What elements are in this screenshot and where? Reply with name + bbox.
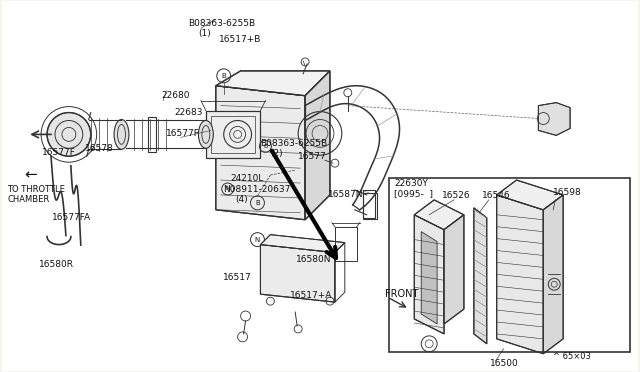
Text: 16598: 16598 xyxy=(553,189,582,198)
Text: 16578: 16578 xyxy=(84,144,113,153)
Bar xyxy=(206,110,260,158)
Polygon shape xyxy=(538,103,570,135)
Polygon shape xyxy=(444,215,464,324)
Bar xyxy=(363,193,376,219)
Text: 16587N: 16587N xyxy=(328,190,364,199)
Text: (2): (2) xyxy=(270,149,283,158)
Text: N: N xyxy=(255,237,260,243)
Ellipse shape xyxy=(198,121,213,148)
Polygon shape xyxy=(497,180,563,210)
Polygon shape xyxy=(260,235,345,253)
Polygon shape xyxy=(474,208,487,344)
Text: 16517: 16517 xyxy=(223,273,252,282)
Text: 22680: 22680 xyxy=(161,91,189,100)
Polygon shape xyxy=(414,200,464,230)
Text: 16577F: 16577F xyxy=(42,148,76,157)
Text: 24210L: 24210L xyxy=(230,174,264,183)
Text: [0995-  ]: [0995- ] xyxy=(394,189,433,198)
Bar xyxy=(390,178,630,352)
Text: ←: ← xyxy=(24,167,37,183)
Text: FRONT: FRONT xyxy=(385,289,418,299)
Text: B08363-6255B: B08363-6255B xyxy=(260,139,328,148)
Polygon shape xyxy=(543,195,563,354)
Text: 22630Y: 22630Y xyxy=(394,179,428,187)
Text: 16580R: 16580R xyxy=(39,260,74,269)
Text: (1): (1) xyxy=(198,29,211,38)
Polygon shape xyxy=(260,244,335,302)
Polygon shape xyxy=(421,232,437,324)
Text: B: B xyxy=(255,200,260,206)
Ellipse shape xyxy=(114,119,129,149)
Polygon shape xyxy=(216,86,305,220)
Polygon shape xyxy=(414,215,444,334)
Polygon shape xyxy=(216,71,330,96)
Text: B: B xyxy=(221,73,226,79)
Text: CHAMBER: CHAMBER xyxy=(7,195,50,204)
Text: 16526: 16526 xyxy=(442,192,470,201)
Text: 16517+A: 16517+A xyxy=(290,291,333,300)
Bar xyxy=(363,190,374,218)
Text: N: N xyxy=(225,186,230,192)
Text: (4): (4) xyxy=(236,195,248,204)
Text: TO THROTTLE: TO THROTTLE xyxy=(7,186,65,195)
Text: 16577: 16577 xyxy=(298,152,327,161)
Text: 16577FA: 16577FA xyxy=(52,213,91,222)
Bar xyxy=(335,227,356,262)
Text: 16577F: 16577F xyxy=(166,129,200,138)
Text: B08363-6255B: B08363-6255B xyxy=(188,19,255,28)
Bar xyxy=(148,116,156,152)
Bar xyxy=(211,116,255,153)
Text: ^ 65×03: ^ 65×03 xyxy=(553,352,591,361)
Polygon shape xyxy=(305,71,330,220)
Circle shape xyxy=(47,113,91,156)
Polygon shape xyxy=(497,195,543,354)
Text: N08911-20637: N08911-20637 xyxy=(223,186,290,195)
Text: 22683: 22683 xyxy=(174,108,203,117)
Text: 16580N: 16580N xyxy=(296,255,332,264)
Bar xyxy=(390,178,630,352)
Text: 16546: 16546 xyxy=(482,192,511,201)
Text: B: B xyxy=(263,144,268,149)
Text: 16517+B: 16517+B xyxy=(219,35,261,44)
Bar xyxy=(206,110,260,158)
Text: 16500: 16500 xyxy=(490,359,518,368)
